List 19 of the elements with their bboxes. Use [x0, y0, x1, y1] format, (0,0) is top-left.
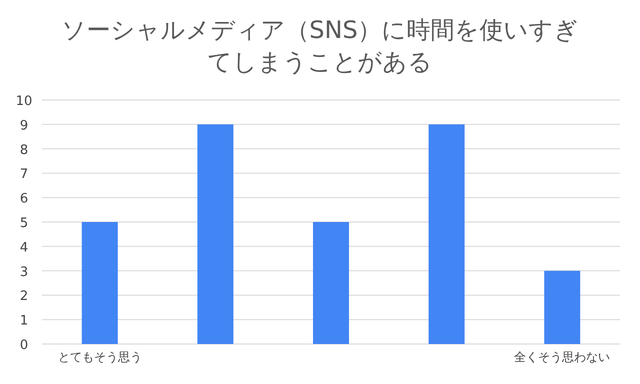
y-tick-label: 5	[20, 216, 28, 231]
bar	[428, 124, 465, 344]
bar	[313, 222, 349, 344]
y-tick-label: 4	[20, 240, 28, 256]
y-tick-label: 2	[20, 289, 28, 304]
bar	[82, 222, 118, 344]
y-tick-label: 3	[20, 264, 28, 280]
bar	[544, 270, 580, 344]
y-tick-label: 0	[20, 338, 28, 353]
y-tick-label: 1	[20, 314, 28, 329]
y-tick-label: 6	[20, 192, 28, 207]
y-tick-label: 10	[16, 94, 32, 109]
bar	[197, 124, 234, 344]
x-tick-label: 全くそう思わない	[514, 350, 610, 364]
y-tick-label: 9	[20, 118, 28, 134]
chart-title: ソーシャルメディア（SNS）に時間を使いすぎてしまうことがある	[60, 15, 580, 78]
x-tick-label: とてもそう思う	[58, 350, 142, 364]
y-tick-label: 8	[20, 142, 28, 158]
y-tick-label: 7	[20, 167, 28, 182]
